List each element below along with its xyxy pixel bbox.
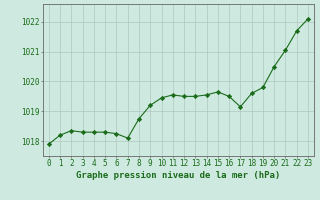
X-axis label: Graphe pression niveau de la mer (hPa): Graphe pression niveau de la mer (hPa) <box>76 171 281 180</box>
